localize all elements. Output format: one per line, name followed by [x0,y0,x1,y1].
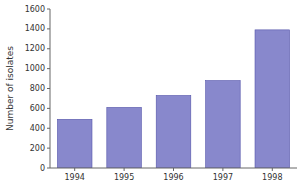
x-tick-label: 1995 [114,173,134,182]
y-axis: 0 200 400 600 800 1000 1200 1400 1600 [25,5,50,173]
y-tick-label: 400 [30,124,45,133]
y-tick-label: 0 [40,164,45,173]
y-tick-label: 600 [30,104,45,113]
x-tick [272,168,273,171]
y-tick-label: 200 [30,144,45,153]
y-tick [47,9,50,10]
y-tick-label: 1400 [25,24,45,33]
y-tick-label: 1600 [25,5,45,14]
x-tick [173,168,174,171]
chart-svg: 0 200 400 600 800 1000 1200 1400 1600 Number of i… [0,0,307,188]
x-tick [124,168,125,171]
x-axis: 1994 1995 1996 1997 1998 [50,168,297,182]
y-tick [47,148,50,149]
y-tick [47,28,50,29]
y-tick [47,128,50,129]
x-tick [222,168,223,171]
x-tick-label: 1997 [213,173,233,182]
bars [57,30,289,168]
y-tick-label: 800 [30,84,45,93]
y-tick-label: 1200 [25,44,45,53]
y-tick [47,88,50,89]
bar [206,81,241,168]
chart-container: 0 200 400 600 800 1000 1200 1400 1600 Number of i… [0,0,307,188]
y-tick [47,48,50,49]
bar [107,107,142,168]
y-tick [47,68,50,69]
x-tick-label: 1998 [262,173,282,182]
y-tick [47,108,50,109]
y-axis-label: Number of isolates [5,46,15,131]
y-tick-label: 1000 [25,64,45,73]
x-tick [74,168,75,171]
bar [255,30,290,168]
x-tick-label: 1994 [65,173,85,182]
y-tick [47,168,50,169]
bar [156,95,191,168]
bar [57,119,92,168]
x-tick-label: 1996 [163,173,183,182]
